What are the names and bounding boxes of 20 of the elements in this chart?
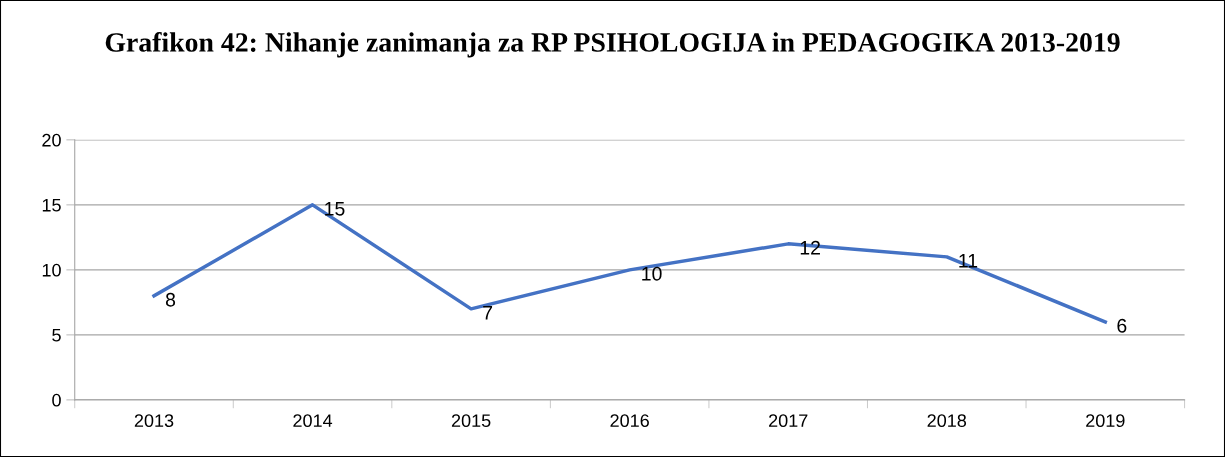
x-tick-label: 2014 (293, 414, 333, 428)
x-tick-label: 2013 (134, 414, 174, 428)
chart-title: Grafikon 42: Nihanje zanimanja za RP PSIHOLOGIJA in PEDAGOGIKA 2013-2019 (105, 31, 1120, 58)
x-tick-label: 2019 (1086, 414, 1125, 428)
data-label: 8 (165, 292, 176, 307)
y-tick-label: 10 (42, 263, 61, 277)
y-tick-label: 5 (52, 328, 61, 342)
y-tick-label: 0 (52, 393, 61, 407)
data-label: 15 (325, 202, 345, 216)
data-label: 11 (959, 254, 978, 268)
x-tick-label: 2017 (769, 414, 808, 428)
y-tick-label: 20 (42, 133, 61, 147)
x-tick-label: 2016 (610, 414, 649, 428)
x-tick-label: 2018 (927, 414, 967, 428)
x-tick-label: 2015 (451, 414, 491, 428)
data-label: 6 (1117, 318, 1127, 333)
data-label: 7 (483, 306, 493, 320)
y-tick-label: 15 (42, 198, 61, 212)
data-label: 10 (642, 266, 662, 281)
line-series (152, 203, 1108, 324)
